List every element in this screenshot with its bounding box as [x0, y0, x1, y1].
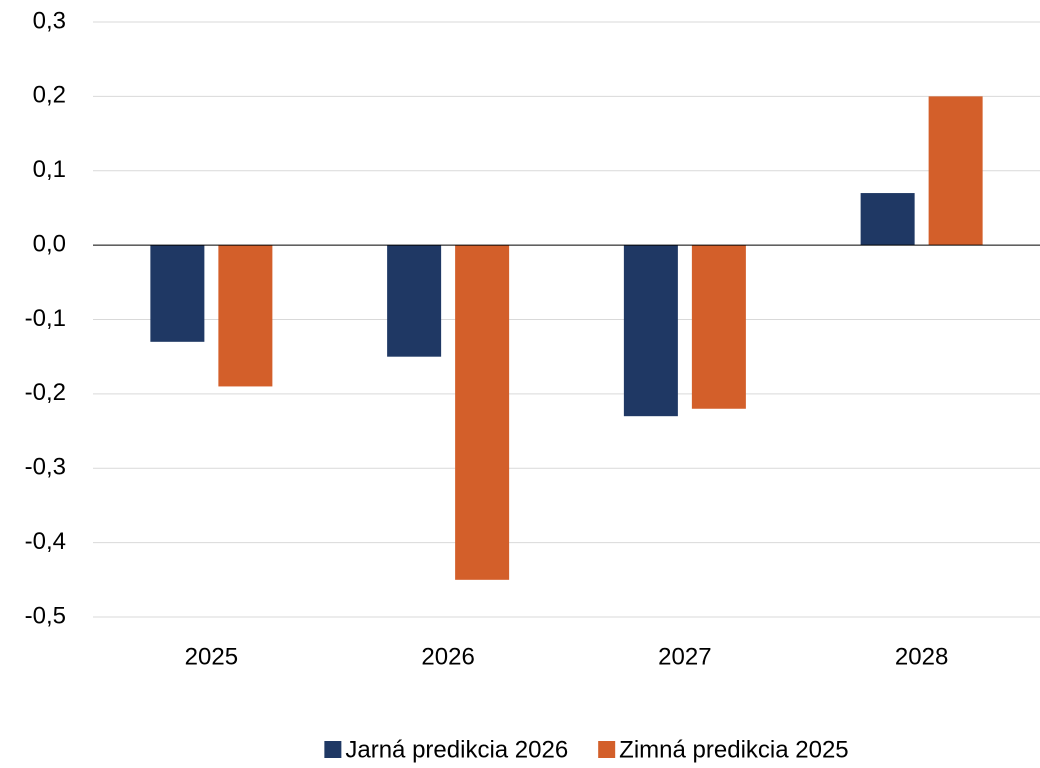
y-tick-label: 0,3 [33, 7, 66, 34]
bar [455, 245, 510, 580]
x-tick-label: 2026 [421, 643, 474, 670]
y-tick-label: 0,1 [33, 156, 66, 183]
y-tick-label: -0,3 [25, 454, 66, 481]
bar [691, 245, 746, 409]
y-tick-label: -0,4 [25, 528, 66, 555]
legend: Jarná predikcia 2026 Zimná predikcia 2025 [324, 736, 849, 763]
y-tick-label: -0,1 [25, 305, 66, 332]
y-tick-label: -0,5 [25, 602, 66, 629]
x-tick-label: 2028 [895, 643, 948, 670]
x-tick-label: 2025 [185, 643, 238, 670]
bar [387, 245, 442, 357]
bar [928, 96, 983, 246]
legend-swatch [598, 741, 616, 758]
y-tick-label: 0,0 [33, 230, 66, 257]
legend-label: Zimná predikcia 2025 [619, 736, 848, 763]
bar [860, 193, 915, 246]
x-tick-label: 2027 [658, 643, 711, 670]
bar [150, 245, 205, 342]
bar [218, 245, 273, 387]
y-tick-label: -0,2 [25, 379, 66, 406]
y-tick-label: 0,2 [33, 82, 66, 109]
bar [623, 245, 678, 417]
legend-label: Jarná predikcia 2026 [345, 736, 568, 763]
legend-swatch [324, 741, 342, 758]
